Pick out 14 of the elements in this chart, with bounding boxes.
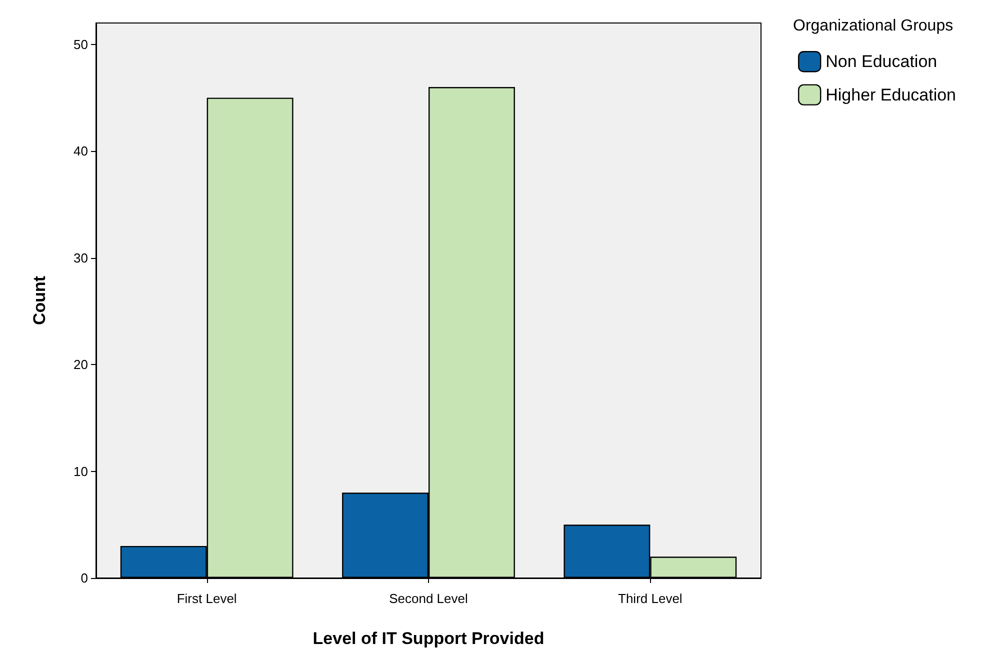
legend-label: Higher Education [826,85,956,104]
y-tick-label: 40 [74,144,88,159]
y-tick-label: 0 [80,570,88,586]
legend-title: Organizational Groups [793,18,954,34]
y-tick-label: 20 [74,357,88,372]
y-tick-label: 50 [74,36,88,52]
y-tick-label: 10 [74,464,88,479]
x-tick-label: Third Level [618,591,682,606]
y-axis-title: Count [30,276,49,326]
x-axis-title: Level of IT Support Provided [312,629,544,648]
x-tick-label: Second Level [389,591,468,606]
legend-label: Non Education [826,52,938,72]
y-tick-label: 30 [74,250,88,266]
x-tick-label: First Level [176,591,237,606]
